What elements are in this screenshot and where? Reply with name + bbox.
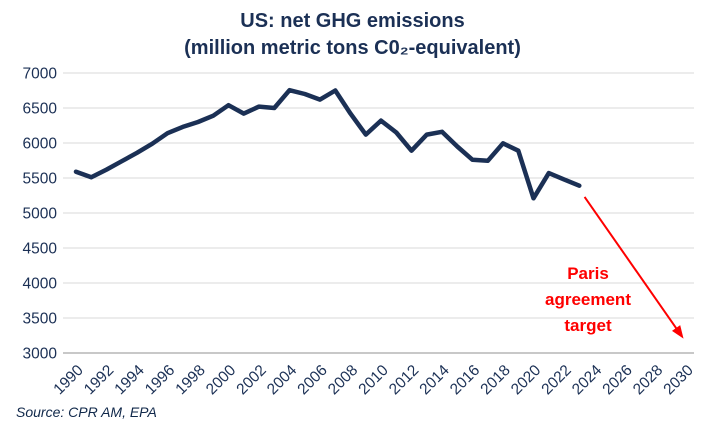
- paris-target-annotation: Paris agreement target: [517, 261, 659, 339]
- x-tick-label: 2004: [264, 362, 301, 399]
- y-tick-label: 7000: [23, 66, 58, 83]
- y-tick-label: 5000: [23, 206, 58, 223]
- chart-title-line2: (million metric tons C0₂-equivalent): [184, 37, 521, 59]
- x-tick-label: 2010: [355, 362, 392, 399]
- source-note: Source: CPR AM, EPA: [16, 404, 157, 420]
- y-tick-label: 4500: [23, 241, 58, 258]
- chart-title-line1: US: net GHG emissions: [240, 10, 465, 32]
- paris-target-arrow: [583, 196, 680, 332]
- y-tick-label: 6000: [23, 136, 58, 153]
- paris-target-arrowhead: [671, 325, 684, 339]
- x-tick-label: 2012: [386, 362, 422, 398]
- x-tick-label: 1998: [172, 362, 208, 398]
- x-tick-label: 2002: [233, 362, 269, 398]
- x-tick-label: 2000: [203, 362, 240, 399]
- x-tick-label: 2008: [325, 362, 361, 398]
- y-tick-label: 4000: [23, 276, 58, 293]
- x-tick-label: 2026: [599, 362, 635, 398]
- x-tick-label: 2030: [660, 362, 697, 399]
- x-tick-label: 2020: [508, 362, 545, 399]
- x-tick-label: 2014: [416, 362, 453, 399]
- annotation-line: agreement: [545, 290, 631, 309]
- x-tick-label: 2022: [538, 362, 574, 398]
- y-tick-label: 3500: [23, 311, 58, 328]
- x-tick-label: 1992: [81, 362, 117, 398]
- x-tick-label: 2024: [569, 362, 606, 399]
- chart-title: US: net GHG emissions (million metric to…: [0, 8, 705, 62]
- x-tick-label: 1996: [142, 362, 178, 398]
- y-tick-label: 3000: [23, 346, 58, 363]
- x-tick-label: 2006: [294, 362, 330, 398]
- x-tick-label: 1990: [50, 362, 87, 399]
- annotation-line: target: [564, 316, 612, 335]
- y-tick-label: 6500: [23, 101, 58, 118]
- x-tick-label: 2018: [477, 362, 513, 398]
- x-tick-label: 1994: [111, 362, 148, 399]
- x-tick-label: 2016: [447, 362, 483, 398]
- x-tick-label: 2028: [630, 362, 666, 398]
- emissions-line: [73, 87, 582, 201]
- y-tick-label: 5500: [23, 171, 58, 188]
- annotation-line: Paris: [567, 264, 609, 283]
